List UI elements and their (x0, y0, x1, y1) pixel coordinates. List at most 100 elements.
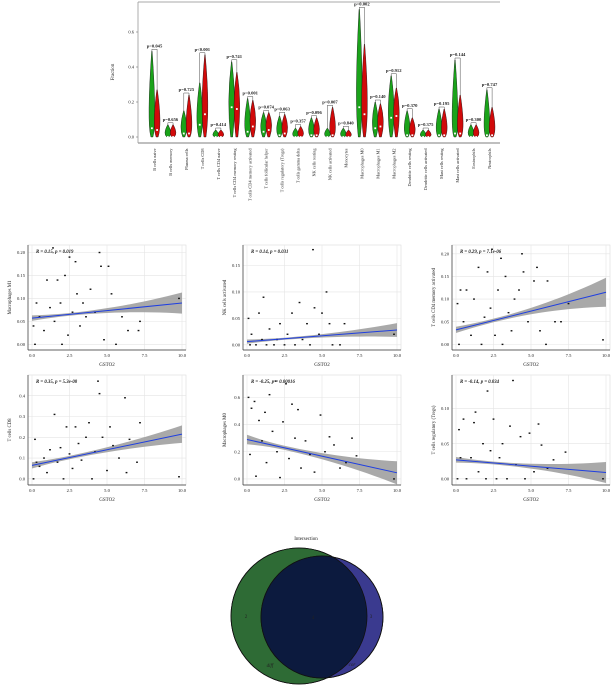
data-point (35, 302, 38, 304)
x-tick-label: 2.5 (491, 488, 497, 493)
data-point (106, 469, 108, 472)
p-value-label: p=0.840 (338, 120, 354, 125)
y-tick-label: 0.05 (17, 319, 26, 324)
y-tick-label: 0.00 (441, 342, 450, 347)
x-tick-label: 7.5 (357, 488, 363, 493)
correlation-annotation: R = -0.25, p = 0.00016 (251, 380, 295, 385)
violin-tumor-median (283, 132, 286, 135)
data-point (79, 325, 81, 327)
data-point (247, 396, 250, 399)
violin-tumor (457, 94, 464, 138)
violin-normal-median (166, 136, 169, 138)
p-value-label: p=0.375 (418, 122, 434, 127)
scatter-panel: 0.0 2.5 5.0 7.5 10.0 0.00 0.05 0.10 GSTO2 T cells… (432, 374, 611, 503)
category-label: Eosinophils (471, 148, 476, 169)
data-point (291, 403, 293, 405)
correlation-annotation: R = -0.14, p = 0.034 (460, 380, 500, 385)
data-point (298, 301, 301, 304)
significance-bracket (215, 127, 222, 130)
correlation-annotation: R = 0.15, p = 0.019 (36, 250, 74, 255)
data-point (501, 343, 504, 346)
significance-bracket (406, 108, 413, 118)
data-point (97, 380, 99, 382)
p-value-label: p=0.656 (163, 117, 179, 122)
data-point (32, 478, 35, 480)
data-point (65, 426, 68, 428)
data-point (52, 247, 54, 249)
data-point (136, 461, 138, 463)
p-value-label: p=0.747 (482, 82, 498, 87)
x-axis-label: GSTO2 (99, 363, 115, 368)
violin-normal (451, 59, 459, 138)
category-label: Macrophages M0 (359, 149, 364, 179)
violin-normal-median (278, 134, 281, 137)
significance-bracket (343, 126, 349, 130)
violin-normal-median (198, 123, 201, 126)
confidence-band (247, 434, 397, 485)
scatter-panel: 0.0 2.5 5.0 7.5 10.0 0.0 0.2 0.4 0.6 GSTO2 Macroph… (223, 374, 402, 503)
y-tick-label: 0.10 (17, 296, 26, 301)
x-axis-label: GSTO2 (314, 363, 330, 368)
p-value-label: p=0.300 (466, 117, 482, 122)
x-tick-label: 2.5 (67, 488, 73, 493)
violin-tumor-median (491, 134, 493, 137)
y-tick-label: 0.2 (19, 435, 25, 440)
p-value-label: p=0.195 (434, 101, 450, 106)
violin-tumor (377, 103, 384, 138)
data-point (282, 421, 284, 423)
violin-tumor (489, 107, 496, 138)
data-point (489, 450, 492, 452)
y-tick-label: 0.2 (234, 449, 240, 454)
x-tick-label: 7.5 (142, 353, 148, 358)
correlation-annotation: R = 0.35, p = 5.3e-08 (36, 380, 78, 385)
data-point (49, 306, 51, 309)
y-tick-label: 0.6 (234, 395, 240, 400)
category-label: Macrophages M1 (375, 149, 380, 179)
data-point (507, 311, 510, 314)
violin-normal-median (358, 106, 361, 109)
violin-normal (467, 124, 475, 138)
violin-tumor-median (188, 132, 190, 135)
data-point (127, 329, 129, 332)
category-label: T cells CD4 naive (216, 148, 221, 179)
data-point (56, 279, 59, 281)
violin-normal (483, 89, 490, 138)
data-point (71, 311, 74, 313)
violin-tumor (154, 89, 161, 138)
data-point (500, 257, 502, 260)
data-point (482, 442, 484, 445)
data-point (139, 320, 141, 323)
y-tick-label: 0.15 (17, 273, 26, 278)
violin-normal-median (326, 136, 329, 138)
p-value-label: p=0.741 (227, 54, 243, 59)
y-tick-label: 0.2 (128, 100, 134, 105)
data-point (276, 451, 278, 453)
violin-normal (435, 108, 443, 138)
data-point (459, 289, 462, 291)
violin-tumor (441, 108, 448, 138)
data-point (339, 467, 341, 469)
data-point (67, 334, 69, 336)
venn-outline (230, 547, 368, 685)
data-point (560, 321, 562, 323)
violin-tumor (201, 54, 209, 138)
violin-tumor-median (363, 113, 366, 116)
category-label: Dendritic cells activated (423, 148, 428, 191)
category-label: NK cells resting (312, 148, 317, 177)
data-point (497, 289, 499, 291)
significance-bracket (167, 122, 174, 125)
significance-bracket (199, 52, 206, 83)
category-label: NK cells activated (327, 148, 332, 181)
data-point (46, 471, 48, 474)
significance-bracket (438, 106, 445, 109)
y-tick-label: 0.00 (441, 476, 450, 481)
x-tick-label: 5.0 (319, 488, 325, 493)
data-point (545, 343, 547, 346)
x-tick-label: 0.0 (29, 488, 35, 493)
violin-normal (356, 9, 363, 138)
data-point (115, 343, 117, 346)
data-point (328, 322, 331, 325)
data-point (53, 320, 56, 323)
violin-normal (388, 75, 395, 138)
data-point (309, 453, 311, 456)
